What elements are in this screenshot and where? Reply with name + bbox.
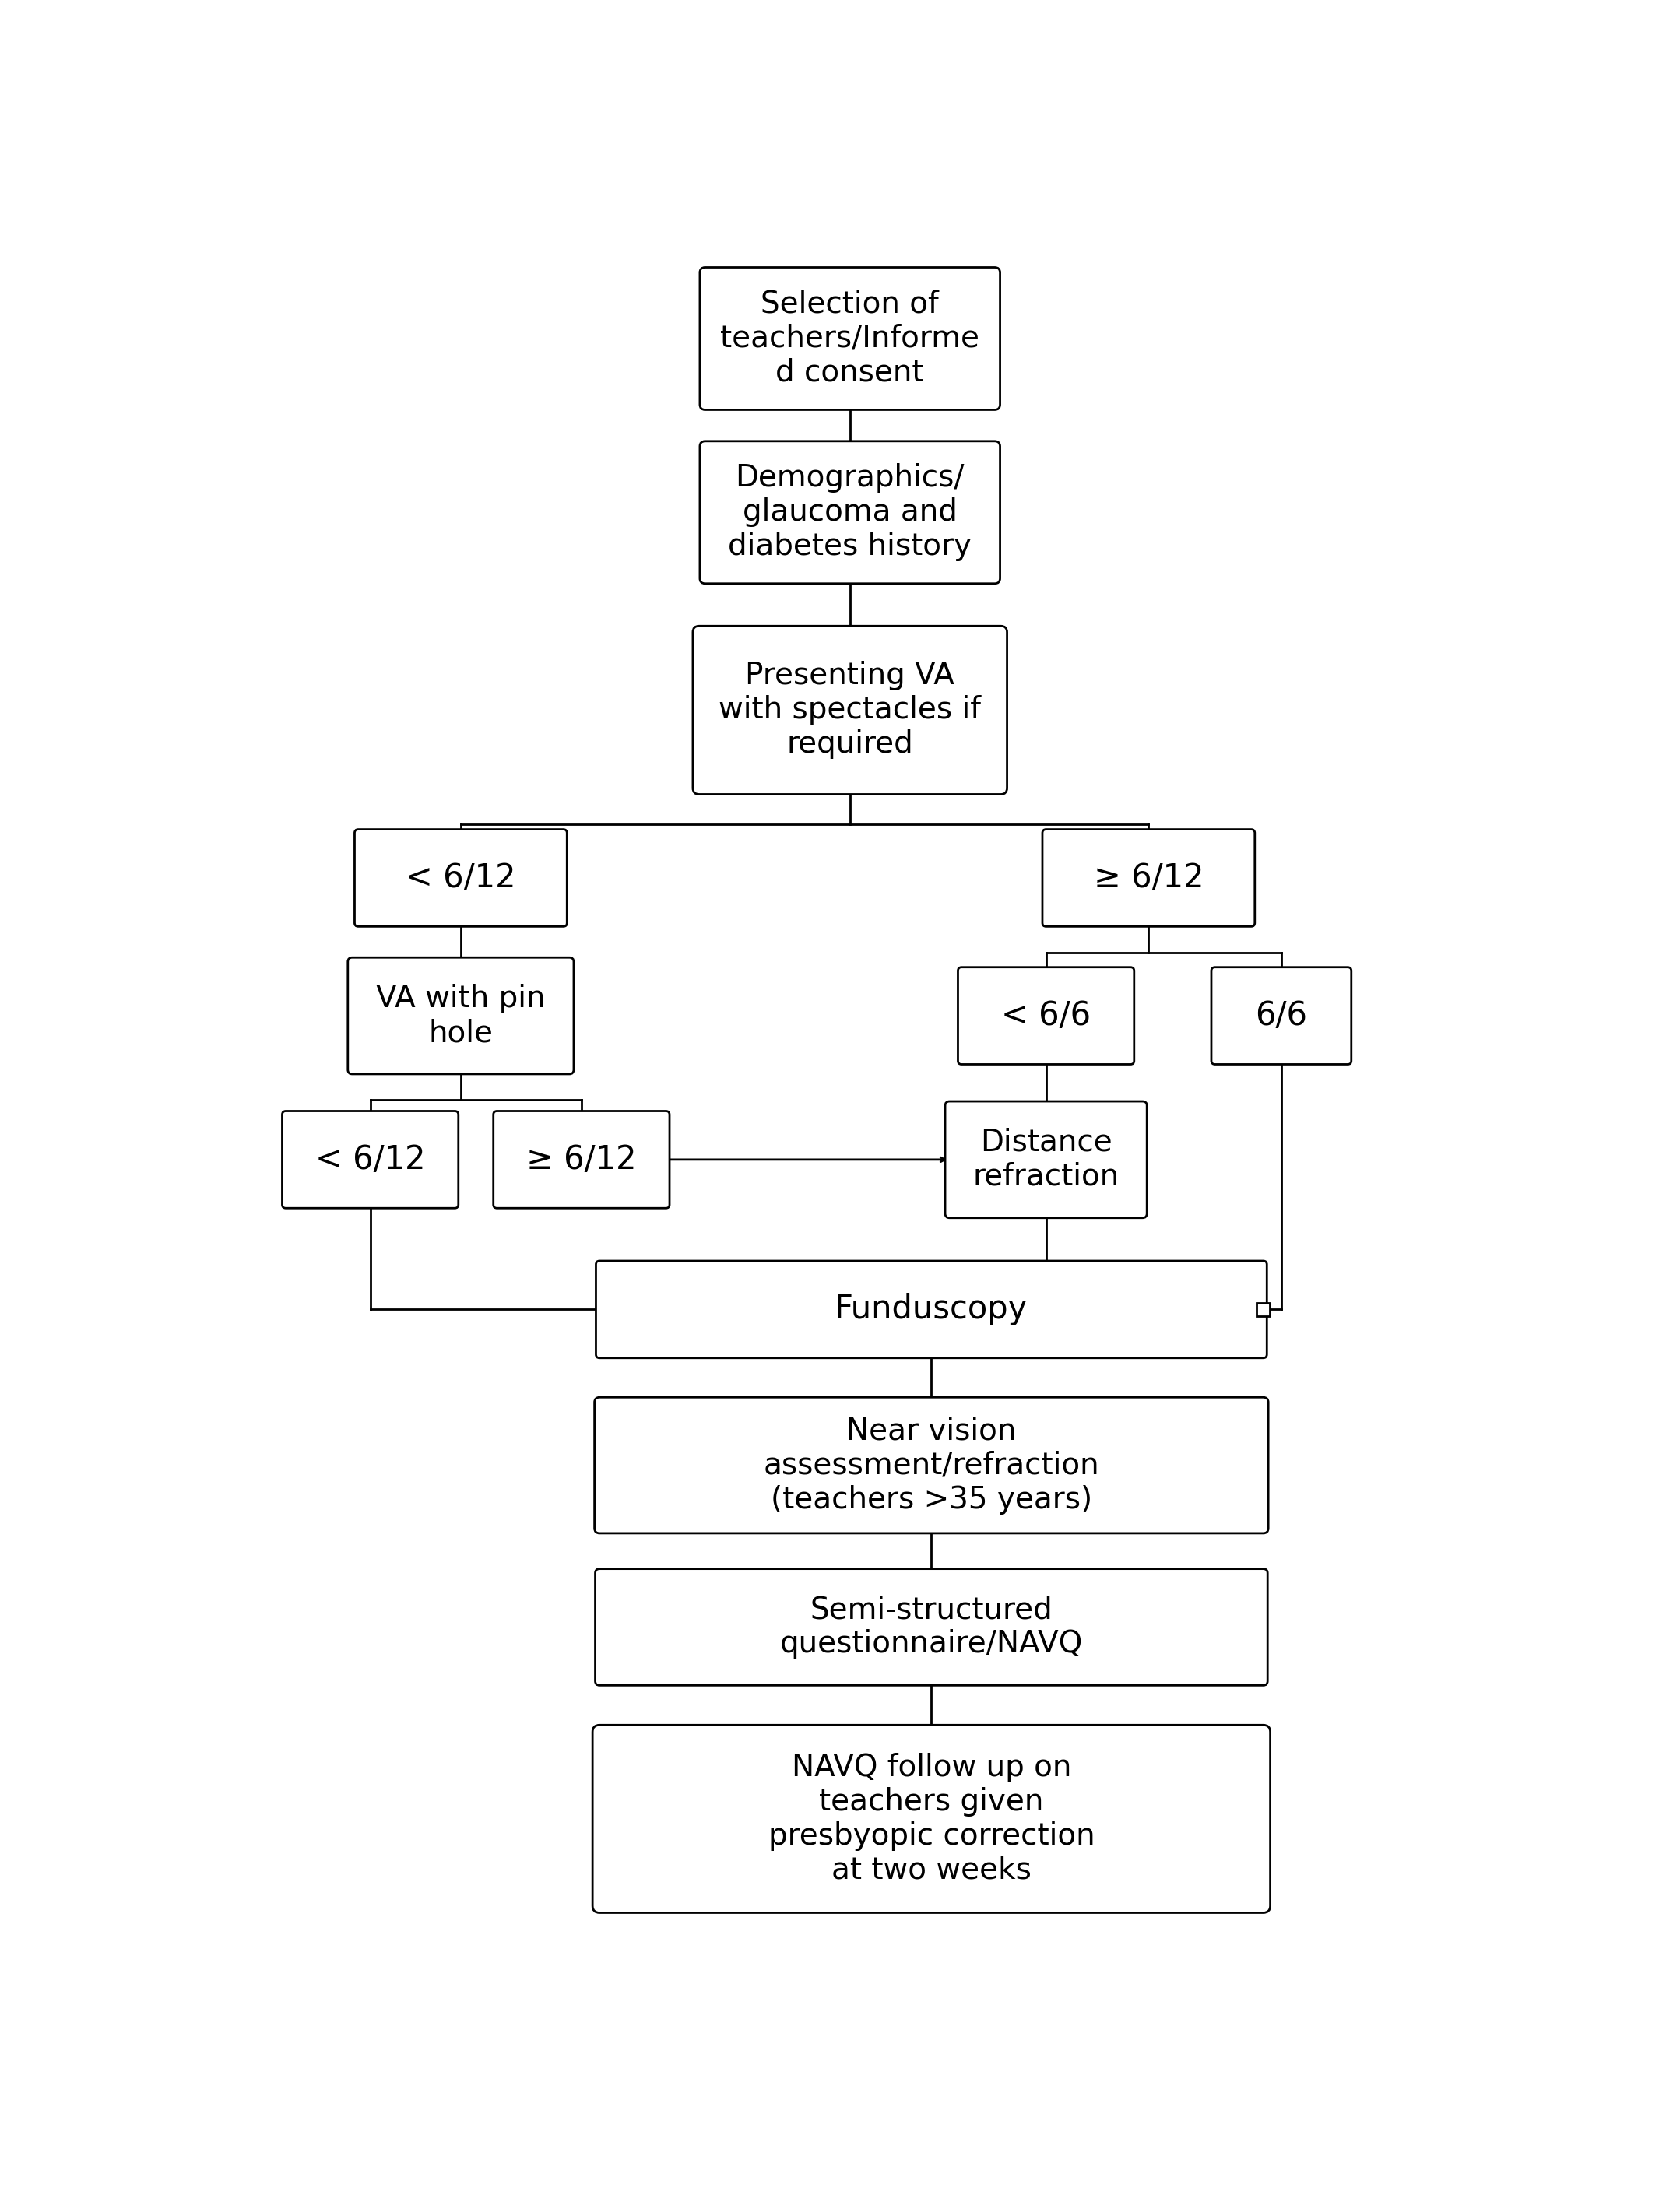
FancyBboxPatch shape — [596, 1568, 1267, 1686]
FancyBboxPatch shape — [1042, 830, 1254, 927]
Text: Distance
refraction: Distance refraction — [972, 1128, 1120, 1192]
FancyBboxPatch shape — [700, 268, 1000, 409]
Text: Selection of
teachers/Informe
d consent: Selection of teachers/Informe d consent — [720, 290, 979, 387]
Text: ≥ 6/12: ≥ 6/12 — [526, 1144, 637, 1177]
FancyBboxPatch shape — [594, 1398, 1267, 1533]
FancyBboxPatch shape — [355, 830, 567, 927]
Text: ≥ 6/12: ≥ 6/12 — [1093, 863, 1204, 894]
Text: Semi-structured
questionnaire/NAVQ: Semi-structured questionnaire/NAVQ — [780, 1595, 1083, 1659]
Text: Presenting VA
with spectacles if
required: Presenting VA with spectacles if require… — [718, 661, 980, 759]
Text: NAVQ follow up on
teachers given
presbyopic correction
at two weeks: NAVQ follow up on teachers given presbyo… — [768, 1752, 1095, 1885]
FancyBboxPatch shape — [348, 958, 574, 1075]
Text: < 6/12: < 6/12 — [315, 1144, 425, 1177]
FancyBboxPatch shape — [1211, 967, 1352, 1064]
Text: < 6/12: < 6/12 — [406, 863, 516, 894]
FancyBboxPatch shape — [493, 1110, 670, 1208]
FancyBboxPatch shape — [282, 1110, 458, 1208]
Text: VA with pin
hole: VA with pin hole — [377, 984, 546, 1048]
Text: Near vision
assessment/refraction
(teachers >35 years): Near vision assessment/refraction (teach… — [763, 1416, 1100, 1515]
FancyBboxPatch shape — [693, 626, 1007, 794]
FancyBboxPatch shape — [946, 1102, 1146, 1219]
FancyBboxPatch shape — [957, 967, 1135, 1064]
Bar — [1256, 1303, 1269, 1316]
Text: < 6/6: < 6/6 — [1002, 1000, 1092, 1033]
FancyBboxPatch shape — [596, 1261, 1267, 1358]
Text: 6/6: 6/6 — [1256, 1000, 1307, 1033]
FancyBboxPatch shape — [700, 440, 1000, 584]
FancyBboxPatch shape — [592, 1725, 1271, 1913]
Text: Demographics/
glaucoma and
diabetes history: Demographics/ glaucoma and diabetes hist… — [728, 462, 972, 562]
Text: Funduscopy: Funduscopy — [834, 1294, 1029, 1325]
